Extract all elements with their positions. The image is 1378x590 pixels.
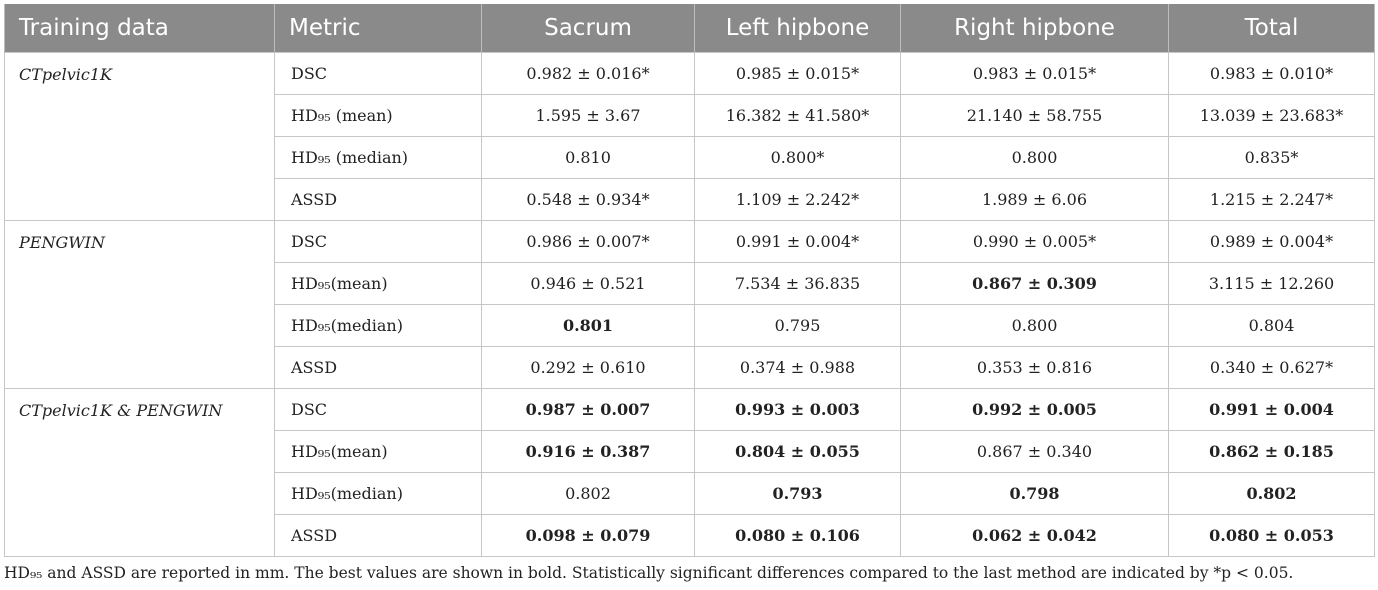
value-cell-sacrum: 0.982 ± 0.016* <box>481 52 695 95</box>
metric-cell: HD₉₅(mean) <box>274 262 482 305</box>
metric-cell: DSC <box>274 388 482 431</box>
value-cell-sacrum: 1.595 ± 3.67 <box>481 94 695 137</box>
value-cell-sacrum: 0.292 ± 0.610 <box>481 346 695 389</box>
value-cell-total: 0.835* <box>1168 136 1375 179</box>
value-cell-left-hipbone: 16.382 ± 41.580* <box>694 94 901 137</box>
value-cell-right-hipbone: 0.353 ± 0.816 <box>900 346 1169 389</box>
value-cell-right-hipbone: 0.992 ± 0.005 <box>900 388 1169 431</box>
value-cell-left-hipbone: 0.374 ± 0.988 <box>694 346 901 389</box>
value-cell-left-hipbone: 7.534 ± 36.835 <box>694 262 901 305</box>
value-cell-total: 0.989 ± 0.004* <box>1168 220 1375 263</box>
value-cell-sacrum: 0.098 ± 0.079 <box>481 514 695 557</box>
value-cell-total: 13.039 ± 23.683* <box>1168 94 1375 137</box>
table-footnote: HD₉₅ and ASSD are reported in mm. The be… <box>4 564 1294 582</box>
header-left-hipbone: Left hipbone <box>694 4 901 53</box>
value-cell-left-hipbone: 0.080 ± 0.106 <box>694 514 901 557</box>
value-cell-total: 0.802 <box>1168 472 1375 515</box>
value-cell-sacrum: 0.987 ± 0.007 <box>481 388 695 431</box>
table-row: ASSD 0.292 ± 0.610 0.374 ± 0.988 0.353 ± 0.… <box>5 346 1375 389</box>
table-row: HD₉₅ (median) 0.810 0.800* 0.800 0.835* <box>5 136 1375 179</box>
header-right-hipbone: Right hipbone <box>900 4 1169 53</box>
metric-cell: ASSD <box>274 178 482 221</box>
value-cell-sacrum: 0.986 ± 0.007* <box>481 220 695 263</box>
metric-cell: ASSD <box>274 514 482 557</box>
metric-cell: HD₉₅ (median) <box>274 136 482 179</box>
metric-cell: HD₉₅(mean) <box>274 430 482 473</box>
training-data-cell: CTpelvic1K <box>4 52 275 221</box>
metric-cell: HD₉₅(median) <box>274 304 482 347</box>
table-row: PENGWIN DSC 0.986 ± 0.007* 0.991 ± 0.004* 0.… <box>4 220 1375 389</box>
value-cell-left-hipbone: 0.795 <box>694 304 901 347</box>
table-row: HD₉₅(median) 0.801 0.795 0.800 0.804 <box>5 304 1375 347</box>
value-cell-right-hipbone: 1.989 ± 6.06 <box>900 178 1169 221</box>
value-cell-left-hipbone: 0.985 ± 0.015* <box>694 52 901 95</box>
value-cell-total: 0.991 ± 0.004 <box>1168 388 1375 431</box>
results-table: Training data Metric Sacrum Left hipbone… <box>4 4 1375 557</box>
value-cell-total: 0.080 ± 0.053 <box>1168 514 1375 557</box>
table-row: ASSD 0.098 ± 0.079 0.080 ± 0.106 0.062 ± 0.… <box>5 514 1375 557</box>
training-data-cell: CTpelvic1K & PENGWIN <box>4 388 275 557</box>
value-cell-left-hipbone: 0.991 ± 0.004* <box>694 220 901 263</box>
table-row: CTpelvic1K DSC 0.982 ± 0.016* 0.985 ± 0.015… <box>4 52 1375 221</box>
value-cell-right-hipbone: 0.800 <box>900 304 1169 347</box>
value-cell-total: 0.340 ± 0.627* <box>1168 346 1375 389</box>
value-cell-right-hipbone: 0.800 <box>900 136 1169 179</box>
metric-cell: HD₉₅ (mean) <box>274 94 482 137</box>
table-row: CTpelvic1K & PENGWIN DSC 0.987 ± 0.007 0.99… <box>4 388 1375 557</box>
value-cell-right-hipbone: 0.990 ± 0.005* <box>900 220 1169 263</box>
metric-cell: HD₉₅(median) <box>274 472 482 515</box>
table-row: ASSD 0.548 ± 0.934* 1.109 ± 2.242* 1.989 ± … <box>5 178 1375 221</box>
header-sacrum: Sacrum <box>481 4 695 53</box>
value-cell-sacrum: 0.946 ± 0.521 <box>481 262 695 305</box>
value-cell-total: 1.215 ± 2.247* <box>1168 178 1375 221</box>
header-metric: Metric <box>274 4 482 53</box>
training-data-cell: PENGWIN <box>4 220 275 389</box>
value-cell-total: 3.115 ± 12.260 <box>1168 262 1375 305</box>
value-cell-left-hipbone: 1.109 ± 2.242* <box>694 178 901 221</box>
value-cell-right-hipbone: 0.798 <box>900 472 1169 515</box>
table-row: HD₉₅ (mean) 1.595 ± 3.67 16.382 ± 41.580* 2… <box>5 94 1375 137</box>
value-cell-sacrum: 0.548 ± 0.934* <box>481 178 695 221</box>
table-row: HD₉₅(mean) 0.946 ± 0.521 7.534 ± 36.835 0.8… <box>5 262 1375 305</box>
metric-cell: DSC <box>274 220 482 263</box>
value-cell-left-hipbone: 0.993 ± 0.003 <box>694 388 901 431</box>
value-cell-right-hipbone: 0.983 ± 0.015* <box>900 52 1169 95</box>
value-cell-left-hipbone: 0.804 ± 0.055 <box>694 430 901 473</box>
value-cell-sacrum: 0.801 <box>481 304 695 347</box>
header-row: Training data Metric Sacrum Left hipbone… <box>4 4 1375 53</box>
value-cell-sacrum: 0.810 <box>481 136 695 179</box>
value-cell-right-hipbone: 0.062 ± 0.042 <box>900 514 1169 557</box>
metric-cell: DSC <box>274 52 482 95</box>
value-cell-total: 0.862 ± 0.185 <box>1168 430 1375 473</box>
value-cell-right-hipbone: 21.140 ± 58.755 <box>900 94 1169 137</box>
value-cell-sacrum: 0.916 ± 0.387 <box>481 430 695 473</box>
value-cell-total: 0.983 ± 0.010* <box>1168 52 1375 95</box>
metric-cell: ASSD <box>274 346 482 389</box>
value-cell-right-hipbone: 0.867 ± 0.340 <box>900 430 1169 473</box>
value-cell-total: 0.804 <box>1168 304 1375 347</box>
header-training-data: Training data <box>4 4 275 53</box>
value-cell-left-hipbone: 0.800* <box>694 136 901 179</box>
header-total: Total <box>1168 4 1375 53</box>
value-cell-sacrum: 0.802 <box>481 472 695 515</box>
value-cell-right-hipbone: 0.867 ± 0.309 <box>900 262 1169 305</box>
value-cell-left-hipbone: 0.793 <box>694 472 901 515</box>
